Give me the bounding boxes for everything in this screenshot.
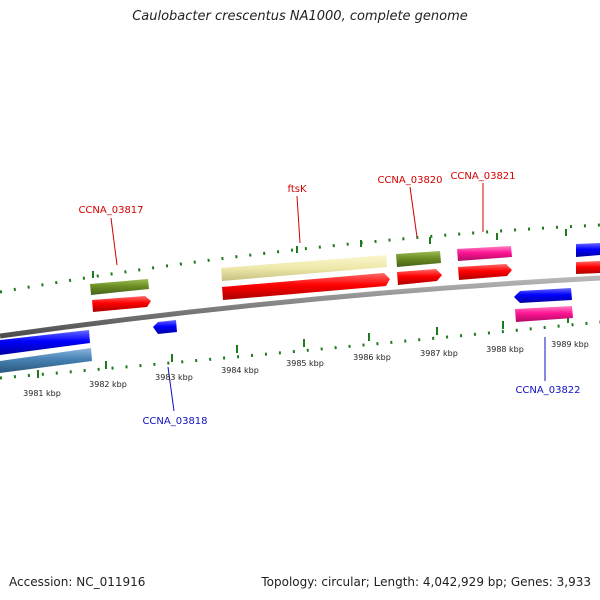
cds-feature-ccna-03818[interactable] [153,320,177,334]
gene-feature-edge-left-steel[interactable] [0,348,92,373]
outer-major-ticks [92,229,567,278]
cds-feature-ccna-03817[interactable] [92,296,151,312]
cds-feature-ccna-03822[interactable] [514,288,572,303]
gene-feature-ccna-03817[interactable] [90,279,149,295]
cds-feature-ftsk[interactable] [222,273,390,300]
cds-feature-edge-red[interactable] [576,261,600,274]
accession-text: Accession: NC_011916 [9,575,146,589]
label-leaders [110,183,546,412]
gene-feature-ccna-03822[interactable] [515,306,573,322]
outer-tick-ring [0,223,600,294]
scale-label: 3987 kbp [420,349,458,358]
gene-label-ccna-03822[interactable]: CCNA_03822 [515,385,580,396]
gene-feature-ftsk[interactable] [221,255,387,281]
scale-label: 3984 kbp [221,366,259,375]
scale-label: 3983 kbp [155,373,193,382]
gene-label-ccna-03820[interactable]: CCNA_03820 [377,175,442,186]
map-title: Caulobacter crescentus NA1000, complete … [132,9,468,24]
gene-label-ccna-03821[interactable]: CCNA_03821 [450,171,515,182]
scale-labels: 3981 kbp 3982 kbp 3983 kbp 3984 kbp 3985… [23,340,589,398]
cds-feature-ccna-03820[interactable] [397,269,442,285]
scale-label: 3986 kbp [353,353,391,362]
scale-label: 3982 kbp [89,380,127,389]
cds-feature-edge-left-blue[interactable] [0,330,90,355]
scale-label: 3981 kbp [23,389,61,398]
gene-feature-ccna-03820[interactable] [396,251,441,267]
gene-labels: CCNA_03817 ftsK CCNA_03820 CCNA_03821 CC… [78,171,580,427]
scale-label: 3989 kbp [551,340,589,349]
forward-strand-features [90,243,600,312]
genome-stats-text: Topology: circular; Length: 4,042,929 bp… [261,575,591,589]
genome-backbone [0,275,600,339]
gene-feature-ccna-03821[interactable] [457,246,512,261]
gene-feature-edge-blue[interactable] [576,243,600,257]
inner-tick-ring [0,320,600,380]
reverse-strand-features [0,288,573,373]
gene-label-ftsk[interactable]: ftsK [287,184,306,195]
scale-label: 3985 kbp [286,359,324,368]
gene-label-ccna-03818[interactable]: CCNA_03818 [142,416,207,427]
gene-label-ccna-03817[interactable]: CCNA_03817 [78,205,143,216]
inner-major-ticks [37,315,569,378]
scale-label: 3988 kbp [486,345,524,354]
cds-feature-ccna-03821[interactable] [458,264,512,280]
